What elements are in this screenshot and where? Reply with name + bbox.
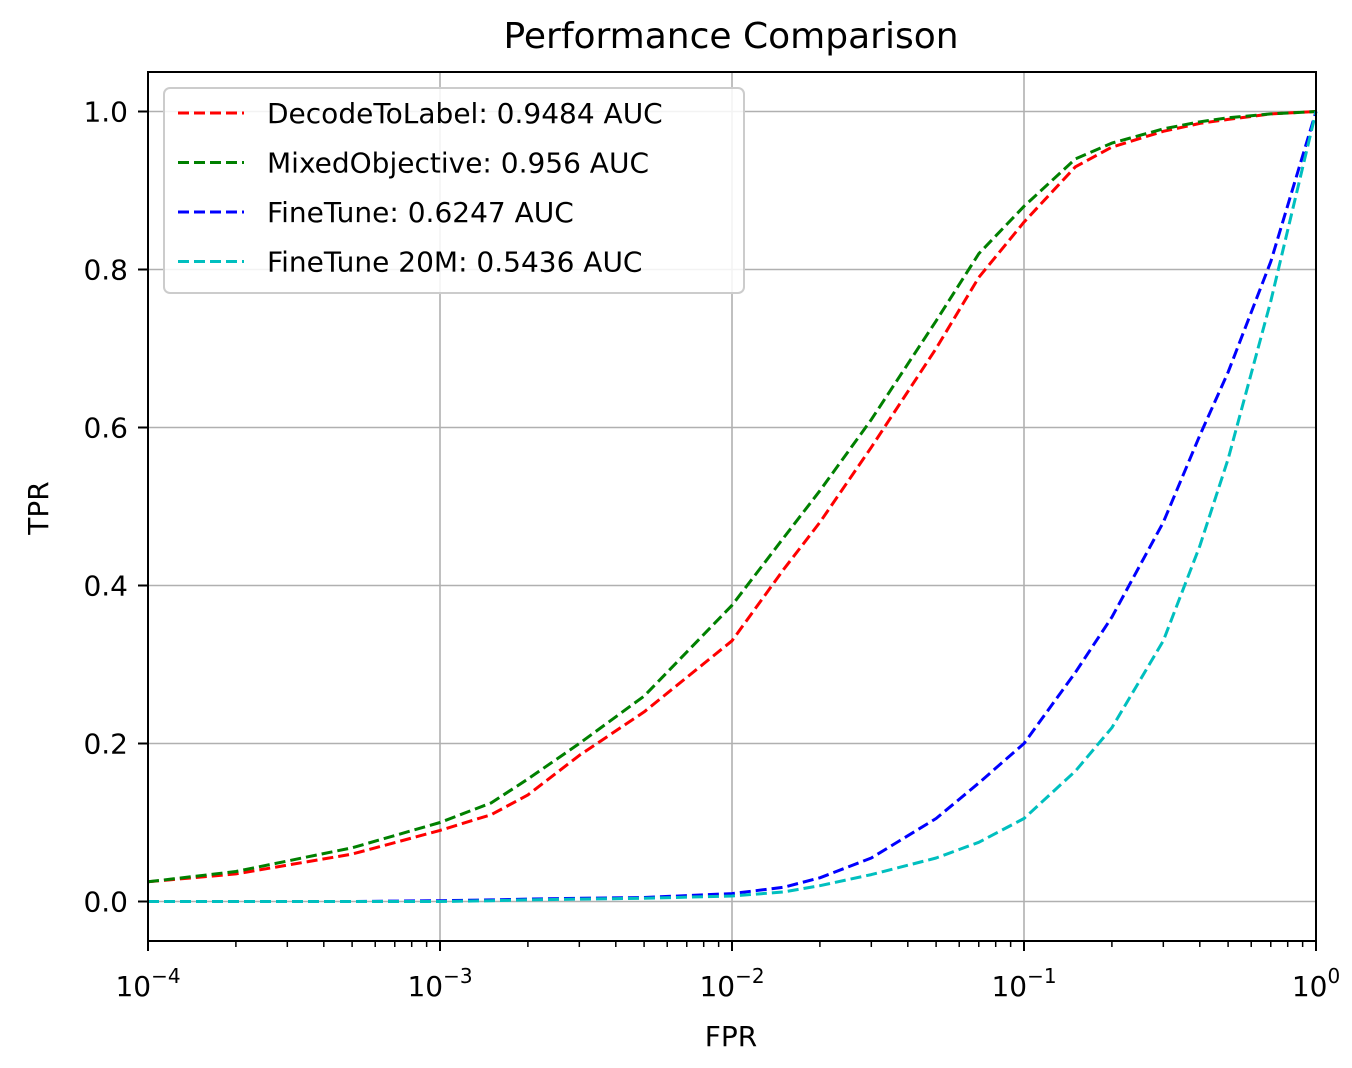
y-tick-label: 0.0 [83,886,128,919]
y-tick-label: 0.6 [83,412,128,445]
y-axis-label: TPR [22,481,55,535]
legend-label: DecodeToLabel: 0.9484 AUC [267,97,663,130]
x-tick-label: 100 [1292,964,1340,1003]
y-tick-label: 1.0 [83,96,128,129]
y-tick-label: 0.2 [83,728,128,761]
y-tick-label: 0.8 [83,254,128,287]
series-line-3 [148,111,1318,903]
series-line-1 [147,110,1317,884]
y-tick-label: 0.4 [83,570,128,603]
x-axis-label: FPR [705,1020,757,1053]
legend: DecodeToLabel: 0.9484 AUC MixedObjective:… [163,87,745,294]
legend-label: FineTune: 0.6247 AUC [267,196,574,229]
legend-label: MixedObjective: 0.956 AUC [267,147,649,180]
x-tick-label: 10−2 [699,964,764,1003]
series-line-0 [147,110,1317,884]
axis-ticks: 10−4 10−3 10−2 10−1 100 0.0 0.2 0.4 0.6 0.8 1.0 [83,96,1340,1004]
legend-label: FineTune 20M: 0.5436 AUC [267,246,642,279]
legend-box [163,87,745,294]
x-tick-label: 10−4 [115,964,180,1003]
series-layer [147,110,1318,903]
chart-title: Performance Comparison [503,16,958,57]
x-tick-label: 10−1 [991,964,1056,1003]
x-tick-label: 10−3 [407,964,472,1003]
